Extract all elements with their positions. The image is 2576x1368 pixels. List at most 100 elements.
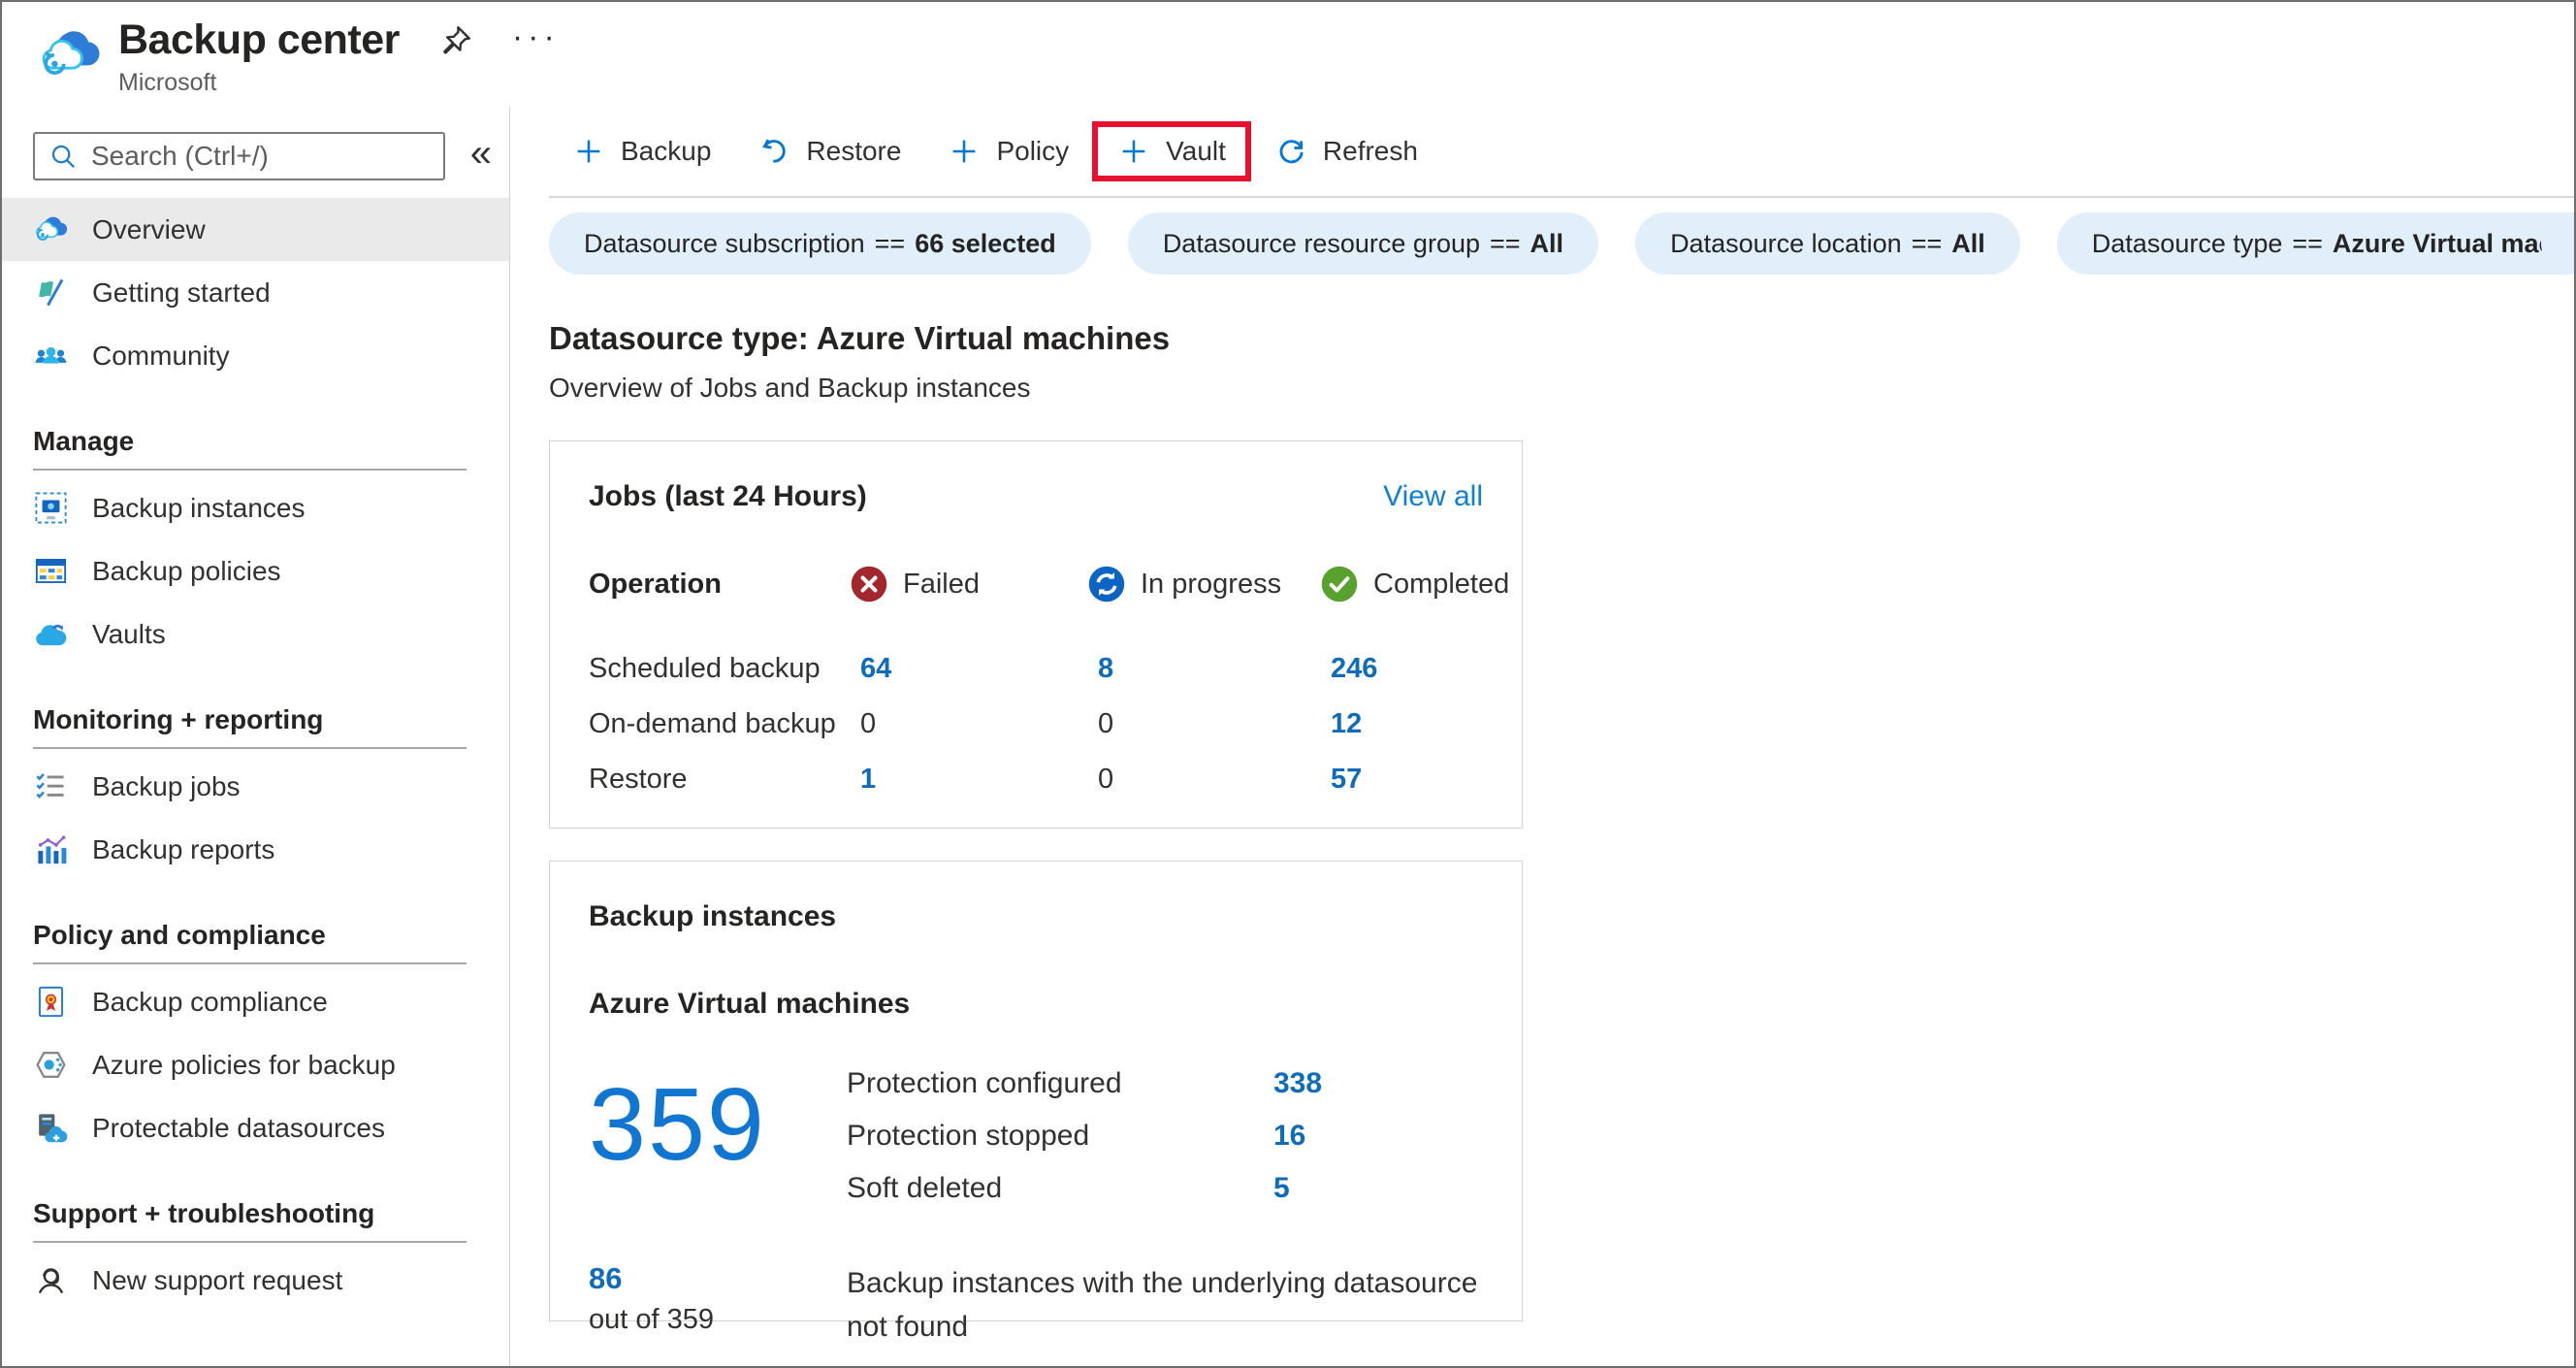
filter-pill-datasource-subscription[interactable]: Datasource subscription == 66 selected	[549, 212, 1091, 275]
collapse-sidebar-button[interactable]: «	[469, 132, 492, 175]
pin-icon[interactable]	[438, 23, 473, 58]
plus-icon	[577, 140, 600, 163]
restore-button[interactable]: Restore	[734, 123, 924, 179]
view-all-link[interactable]: View all	[1383, 480, 1483, 512]
divider	[33, 747, 467, 749]
column-label: In progress	[1141, 568, 1282, 600]
policy-button[interactable]: Policy	[924, 123, 1092, 179]
sidebar-item-label: New support request	[92, 1264, 343, 1295]
plus-icon	[1122, 140, 1145, 163]
sidebar-item-azure-policies[interactable]: Azure policies for backup	[2, 1033, 509, 1096]
instances-stats: Protection configured 338 Protection sto…	[847, 1067, 1483, 1205]
filter-operator: ==	[1911, 228, 1943, 258]
certificate-icon	[33, 984, 69, 1020]
sidebar-item-protectable-datasources[interactable]: Protectable datasources	[2, 1096, 509, 1159]
completed-count[interactable]: 246	[1331, 653, 1378, 684]
backup-instances-card: Backup instances Azure Virtual machines …	[549, 861, 1523, 1343]
policy-hexagon-icon	[33, 1047, 69, 1083]
sidebar-item-backup-compliance[interactable]: Backup compliance	[2, 970, 509, 1033]
filter-operator: ==	[874, 228, 906, 258]
filter-pill-datasource-resource-group[interactable]: Datasource resource group == All	[1127, 212, 1599, 275]
table-grid-icon	[33, 553, 69, 589]
sidebar-item-label: Backup instances	[92, 492, 306, 523]
completed-count[interactable]: 57	[1331, 764, 1363, 795]
sidebar: « Overview	[2, 107, 510, 1366]
completed-count[interactable]: 12	[1331, 708, 1363, 739]
sidebar-section-policy-compliance: Policy and compliance	[33, 920, 326, 950]
restore-icon	[762, 139, 787, 163]
stat-value[interactable]: 16	[1273, 1120, 1306, 1152]
divider	[33, 962, 467, 964]
flag-icon	[33, 275, 69, 310]
sidebar-item-getting-started[interactable]: Getting started	[2, 261, 509, 324]
filter-bar: Datasource subscription == 66 selected D…	[549, 212, 2574, 276]
backup-button[interactable]: Backup	[549, 123, 734, 179]
divider	[33, 469, 467, 471]
sidebar-item-backup-policies[interactable]: Backup policies	[2, 539, 509, 603]
search-box	[33, 132, 445, 180]
backup-center-logo-icon	[37, 21, 103, 87]
cloud-arrow-icon	[33, 616, 69, 652]
people-icon	[33, 338, 69, 374]
divider	[33, 1241, 467, 1243]
sidebar-item-label: Getting started	[92, 277, 271, 308]
in-progress-count: 0	[1098, 708, 1114, 739]
vault-button[interactable]: Vault	[1092, 121, 1251, 181]
sidebar-item-backup-reports[interactable]: Backup reports	[2, 818, 509, 881]
sidebar-item-community[interactable]: Community	[2, 324, 509, 387]
column-operation: Operation	[589, 568, 722, 600]
sidebar-nav: Overview Getting started	[2, 198, 509, 1312]
filter-value: All	[1530, 228, 1564, 258]
operation-label: Scheduled backup	[589, 653, 821, 684]
filter-pill-datasource-type[interactable]: Datasource type == Azure Virtual machine…	[2056, 212, 2574, 275]
checklist-icon	[33, 768, 69, 804]
sidebar-item-vaults[interactable]: Vaults	[2, 603, 509, 666]
instances-card-title: Backup instances	[589, 900, 837, 932]
sidebar-item-label: Community	[92, 340, 230, 371]
jobs-card: Jobs (last 24 Hours) View all Operation …	[549, 440, 1523, 829]
jobs-table-header: Operation Failed	[589, 566, 1509, 603]
datasource-type-subheading: Overview of Jobs and Backup instances	[549, 373, 1031, 403]
total-instances-count: 359	[589, 1067, 766, 1182]
toolbar-label: Refresh	[1322, 136, 1418, 166]
jobs-table-row: Restore 1 0 57	[589, 752, 1483, 807]
failed-count[interactable]: 1	[860, 764, 877, 795]
stat-value[interactable]: 338	[1273, 1067, 1323, 1099]
refresh-icon	[1279, 140, 1304, 164]
refresh-button[interactable]: Refresh	[1251, 123, 1441, 179]
filter-field: Datasource subscription	[584, 228, 865, 258]
failed-count[interactable]: 64	[860, 653, 892, 684]
sidebar-item-label: Overview	[92, 213, 206, 244]
jobs-table-row: On-demand backup 0 0 12	[589, 697, 1483, 752]
failed-icon	[851, 566, 887, 603]
filter-field: Datasource type	[2091, 228, 2283, 258]
completed-icon	[1321, 566, 1358, 603]
sidebar-item-label: Backup jobs	[92, 770, 241, 801]
stat-value[interactable]: 5	[1273, 1172, 1290, 1204]
jobs-table-row: Scheduled backup 64 8 246	[589, 641, 1483, 697]
operation-label: On-demand backup	[589, 708, 836, 739]
instances-datasource-label: Azure Virtual machines	[589, 988, 911, 1020]
search-input[interactable]	[91, 141, 430, 172]
filter-pill-datasource-location[interactable]: Datasource location == All	[1635, 212, 2020, 275]
sidebar-item-label: Protectable datasources	[92, 1112, 385, 1143]
app-header: Backup center ··· Microsoft	[2, 2, 2574, 107]
sidebar-item-overview[interactable]: Overview	[2, 198, 509, 261]
toolbar-label: Backup	[621, 136, 712, 166]
column-label: Completed	[1373, 568, 1510, 600]
in-progress-icon	[1088, 566, 1125, 603]
not-found-count[interactable]: 86	[589, 1261, 623, 1295]
in-progress-count[interactable]: 8	[1098, 653, 1114, 684]
column-failed: Failed	[851, 566, 1088, 603]
sidebar-section-support: Support + troubleshooting	[33, 1198, 375, 1228]
column-completed: Completed	[1321, 566, 1509, 603]
jobs-card-title: Jobs (last 24 Hours)	[589, 480, 867, 512]
sidebar-section-manage: Manage	[33, 426, 135, 456]
ellipsis-icon[interactable]: ···	[511, 17, 560, 55]
filter-value: Azure Virtual machines	[2332, 228, 2574, 258]
sidebar-item-backup-instances[interactable]: Backup instances	[2, 476, 509, 539]
sidebar-item-new-support-request[interactable]: New support request	[2, 1249, 509, 1312]
sidebar-item-backup-jobs[interactable]: Backup jobs	[2, 755, 509, 818]
stat-label: Protection stopped	[847, 1120, 1090, 1152]
